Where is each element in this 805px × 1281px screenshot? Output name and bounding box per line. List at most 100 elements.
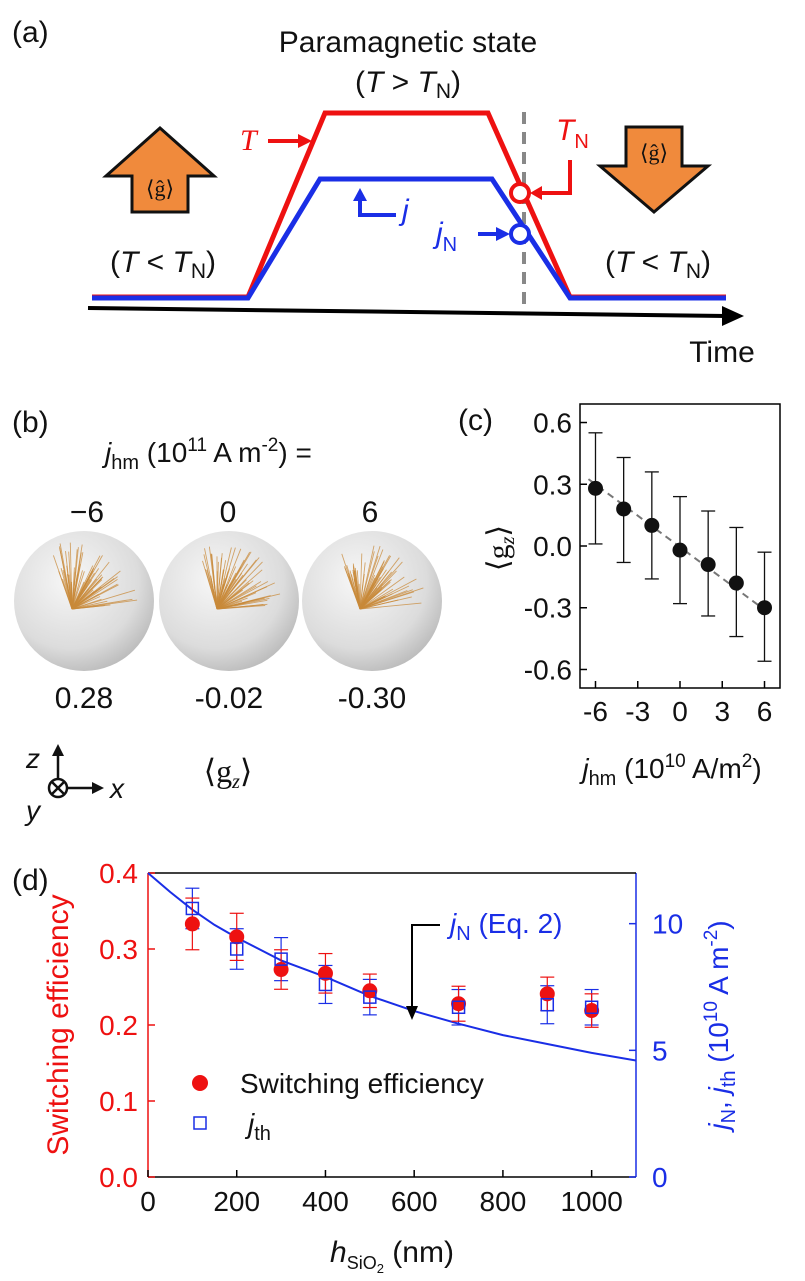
d-left-tick-label: 0.4	[99, 858, 138, 889]
legend-marker-jth	[193, 1116, 207, 1130]
fiber	[359, 569, 387, 610]
d-xtick-label: 800	[480, 1186, 527, 1217]
fiber	[71, 572, 95, 610]
fiber	[359, 551, 375, 610]
c-ytick-label: 0.0	[533, 531, 572, 562]
fiber	[62, 569, 73, 610]
label-jN: jN	[432, 217, 457, 256]
fiber	[211, 554, 218, 610]
d-jth-point	[451, 1000, 466, 1015]
d-xtick-label: 600	[391, 1186, 438, 1217]
panel-d-jn-curve	[147, 872, 637, 1062]
c-xtick-label: 0	[672, 696, 688, 727]
panel-b: (b) jhm (1011 A m-2) = −6 0 6 0.28 -0.02…	[12, 406, 442, 826]
panel-d-right-label: jN, jth (1010 A m-2)	[701, 920, 740, 1133]
c-data-point	[616, 501, 632, 517]
fiber	[359, 553, 363, 610]
fiber	[71, 570, 121, 610]
d-jn-curve-line	[147, 872, 637, 1062]
label-j-arrow	[358, 200, 396, 217]
c-data-point	[757, 600, 773, 616]
panel-c-xlabel: jhm (1010 A/m2)	[578, 751, 761, 790]
c-xtick-label: 3	[714, 696, 730, 727]
g-up-arrow	[102, 125, 218, 214]
label-j: j	[398, 194, 410, 227]
fiber	[216, 579, 241, 610]
d-jth-point	[584, 1000, 599, 1015]
d-right-tick-label: 0	[652, 1162, 668, 1193]
d-jth-point	[274, 952, 288, 966]
condition-low-left: (T < TN)	[110, 246, 216, 283]
panel-a: (a) Paramagnetic state (T > TN) Time T j…	[12, 16, 755, 369]
fiber	[216, 571, 229, 610]
fiber	[70, 583, 73, 610]
gz-value-1: 0.28	[55, 682, 113, 715]
label-TN-arrow	[540, 160, 572, 195]
panel-c-points	[587, 432, 773, 662]
fiber	[359, 560, 385, 610]
c-data-point	[700, 557, 716, 573]
fiber	[71, 579, 118, 610]
panel-c-ylabel: ⟨gz⟩	[482, 525, 519, 571]
coordinate-axes: z x y	[24, 743, 125, 826]
d-left-tick-label: 0.2	[99, 1010, 138, 1041]
fiber	[359, 557, 400, 610]
fiber	[359, 602, 422, 610]
jn-annotation-arrowhead	[406, 1006, 418, 1020]
axis-y-label: y	[24, 795, 42, 826]
gz-value-2: -0.02	[195, 682, 263, 715]
fiber	[216, 548, 242, 610]
d-efficiency-point	[584, 1003, 600, 1019]
current-label-1: −6	[70, 496, 104, 529]
jn-annotation-arrow	[411, 924, 440, 1010]
label-T-arrowhead	[298, 134, 312, 148]
c-data-point	[587, 480, 603, 496]
g-down-arrow-label: ⟨ĝ⟩	[640, 140, 668, 165]
fiber	[359, 595, 386, 610]
fiber	[71, 583, 118, 610]
d-efficiency-point	[229, 929, 245, 945]
c-ytick-label: -0.6	[524, 654, 572, 685]
fiber	[352, 565, 361, 610]
d-xtick-label: 400	[302, 1186, 349, 1217]
fibers-2	[202, 546, 281, 610]
fiber	[359, 562, 366, 610]
d-right-tick-label: 10	[652, 909, 683, 940]
sphere-2	[159, 531, 299, 671]
d-efficiency-point	[184, 916, 200, 932]
fiber	[52, 555, 73, 610]
d-jth-point	[540, 997, 555, 1012]
fiber	[71, 564, 81, 610]
axis-x-label: x	[108, 773, 125, 804]
fiber	[359, 596, 412, 610]
fibers-1	[52, 542, 138, 610]
panel-label-b: (b)	[12, 406, 49, 439]
d-left-tick-label: 0.1	[99, 1086, 138, 1117]
fiber	[341, 553, 361, 610]
fiber	[71, 570, 83, 610]
d-efficiency-point	[317, 965, 333, 981]
d-left-tick-label: 0.0	[99, 1162, 138, 1193]
c-ytick-label: 0.6	[533, 408, 572, 439]
fiber	[71, 598, 133, 610]
label-TN: TN	[556, 114, 589, 153]
d-efficiency-point	[539, 986, 555, 1002]
time-axis-arrowhead	[722, 306, 744, 326]
g-down-arrow	[595, 125, 713, 214]
panel-label-a: (a)	[12, 16, 49, 49]
d-xtick-label: 0	[140, 1186, 156, 1217]
label-TN-arrowhead	[530, 186, 542, 200]
c-data-point	[728, 575, 744, 591]
fiber	[203, 554, 218, 610]
sphere-3	[302, 531, 442, 671]
gz-label: ⟨gz⟩	[204, 753, 253, 793]
time-axis-line	[87, 306, 727, 318]
d-xtick-label: 1000	[560, 1186, 622, 1217]
fiber	[216, 593, 281, 610]
label-jN-arrowhead	[496, 227, 510, 241]
g-up-arrow-label: ⟨ĝ⟩	[146, 176, 174, 201]
d-efficiency-point	[451, 996, 467, 1012]
fiber	[359, 576, 405, 610]
fiber	[359, 591, 415, 610]
